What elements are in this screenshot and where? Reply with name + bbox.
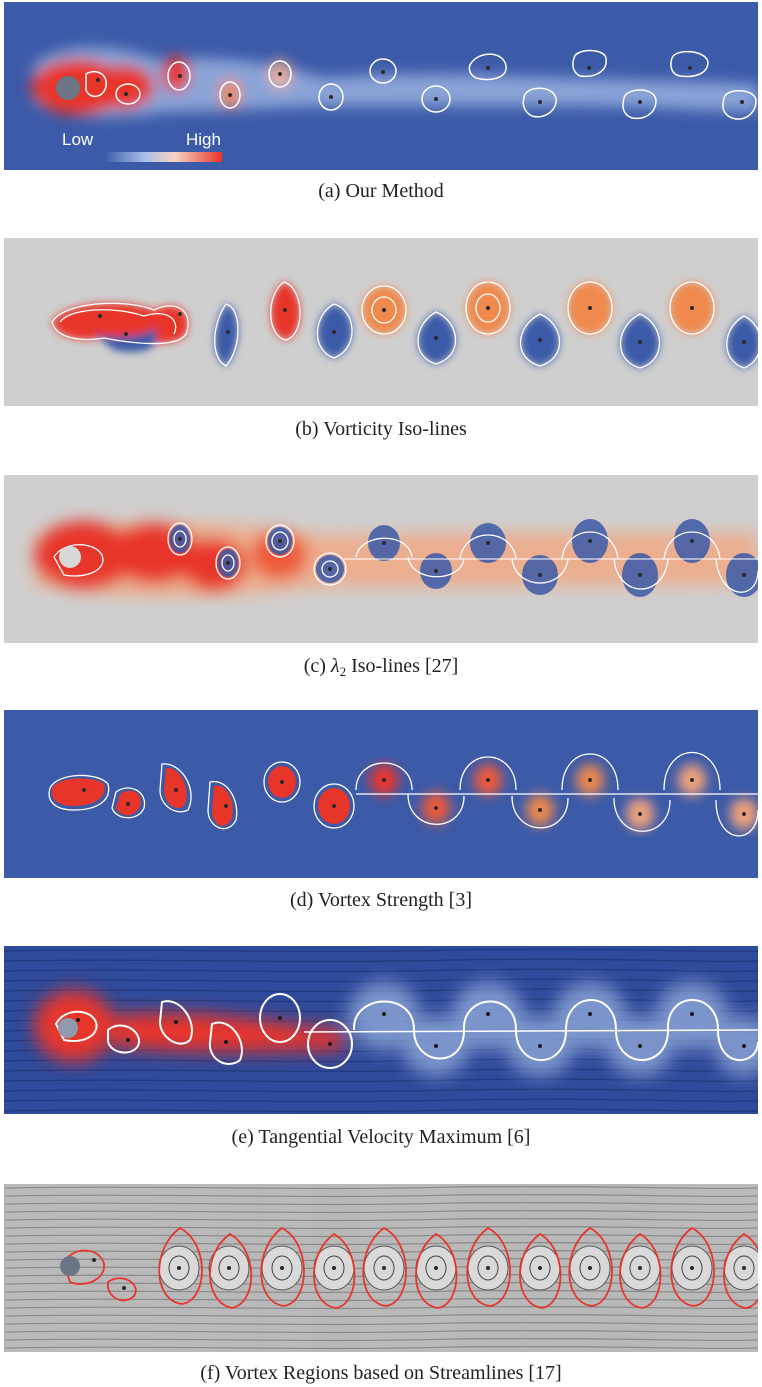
caption-e: (e) Tangential Velocity Maximum [6] [0,1126,762,1149]
caption-a: (a) Our Method [0,180,762,203]
panel-a-image: Low High [4,2,758,170]
caption-f: (f) Vortex Regions based on Streamlines … [0,1362,762,1385]
caption-c-label: (c) [303,655,326,677]
panel-d-image [4,710,758,878]
panel-d-figure [4,710,758,878]
panel-a-figure [4,2,758,170]
caption-b: (b) Vorticity Iso-lines [0,418,762,441]
caption-c: (c) λ2 Iso-lines [27] [0,655,762,680]
caption-d-label: (d) [289,889,314,911]
caption-d-text: Vortex Strength [3] [317,889,473,911]
panel-c-image [4,475,758,643]
panel-e-image [4,946,758,1114]
caption-c-symbol: λ [330,655,340,677]
panel-b-image [4,238,758,406]
caption-f-text: Vortex Regions based on Streamlines [17] [224,1362,562,1384]
caption-e-label: (e) [231,1126,254,1148]
panel-c-figure [4,475,758,643]
colorbar-legend [104,152,222,162]
panel-f-figure [4,1184,758,1352]
caption-b-label: (b) [295,418,319,440]
panel-e-figure [4,946,758,1114]
caption-e-text: Tangential Velocity Maximum [6] [258,1126,531,1148]
legend-low-label: Low [62,130,94,149]
caption-c-subscript: 2 [339,664,347,679]
caption-d: (d) Vortex Strength [3] [0,889,762,912]
panel-b-figure [4,238,758,406]
panel-f-image [4,1184,758,1352]
caption-a-text: Our Method [345,180,444,202]
caption-b-text: Vorticity Iso-lines [323,418,467,440]
legend-high-label: High [186,130,221,149]
caption-c-text: Iso-lines [27] [351,655,459,677]
caption-f-label: (f) [200,1362,221,1384]
caption-a-label: (a) [318,180,341,202]
